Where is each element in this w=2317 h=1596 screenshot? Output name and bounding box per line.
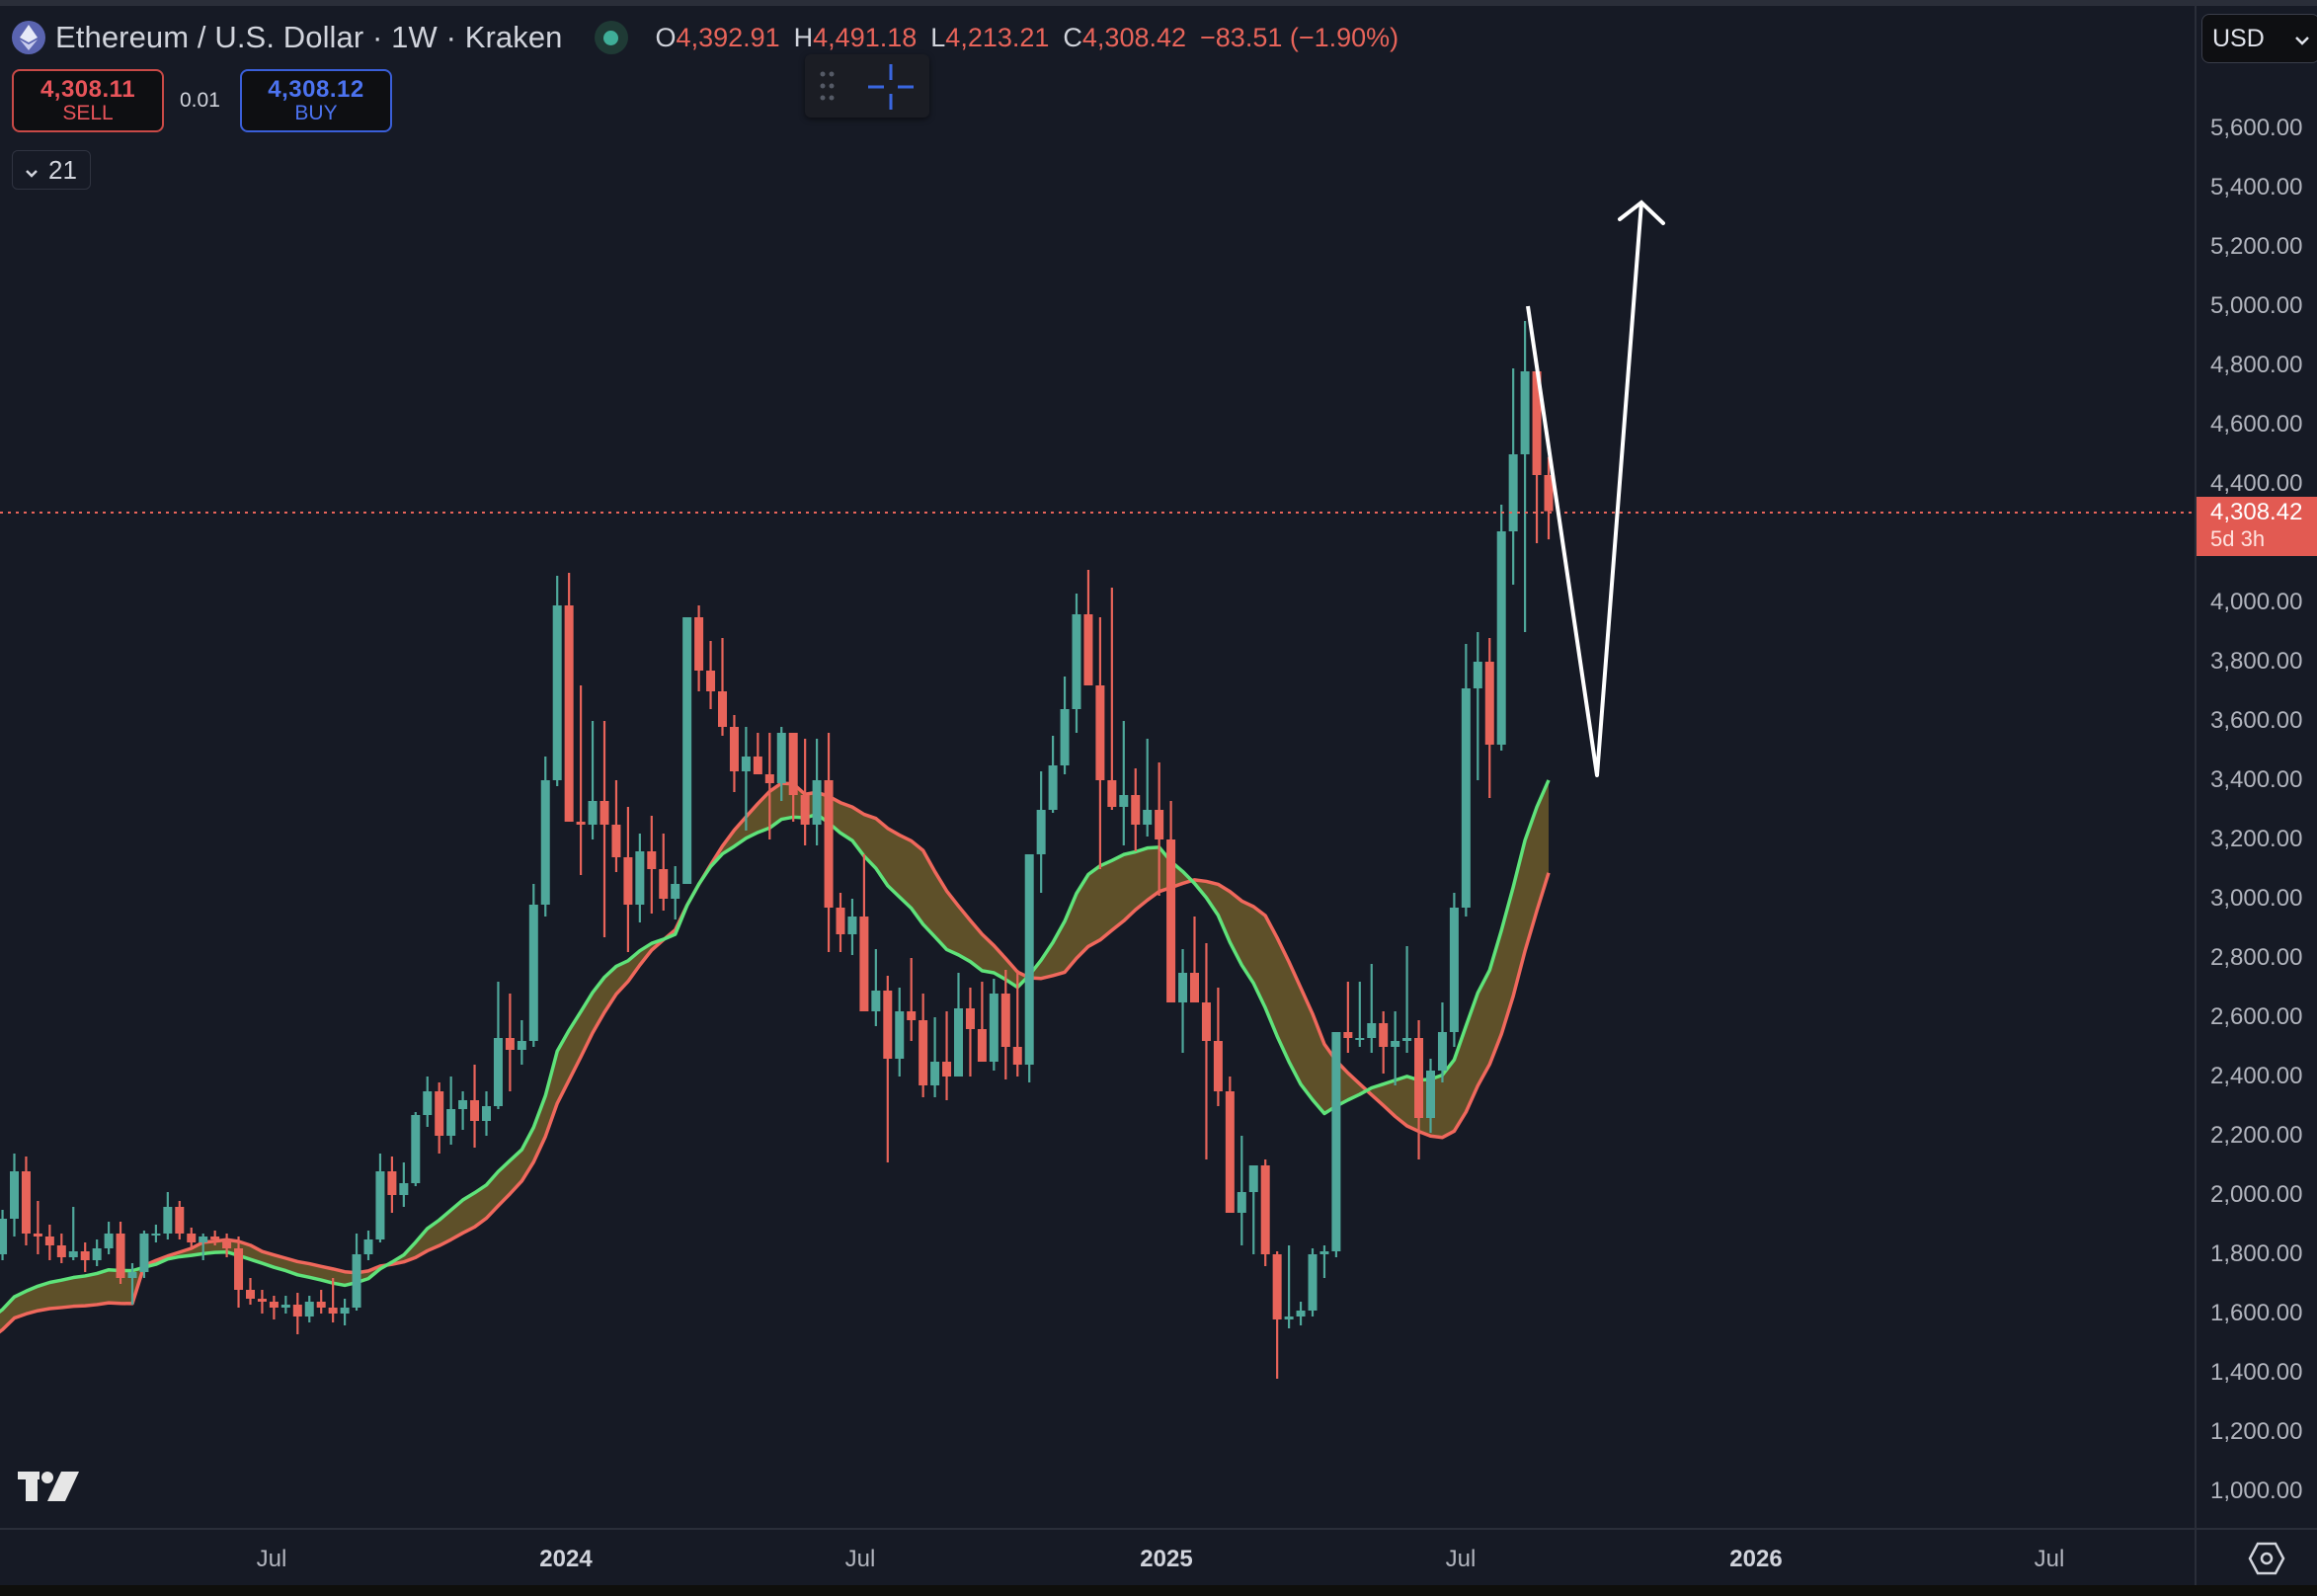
price-axis-label: 2,200.00	[2210, 1122, 2303, 1149]
close-label: C	[1063, 22, 1082, 52]
candlestick-chart[interactable]	[0, 0, 2195, 1528]
chevron-down-icon	[2294, 25, 2310, 53]
time-axis-label: 2025	[1140, 1546, 1193, 1572]
time-axis-label: 2024	[539, 1546, 593, 1572]
high-label: H	[793, 22, 814, 52]
axis-corner	[2195, 1528, 2317, 1585]
price-axis-label: 3,600.00	[2210, 707, 2303, 734]
low-label: L	[930, 22, 946, 52]
buy-button[interactable]: 4,308.12 BUY	[240, 69, 392, 132]
symbol-title[interactable]: Ethereum / U.S. Dollar · 1W · Kraken	[55, 20, 563, 54]
current-price-value: 4,308.42	[2210, 499, 2303, 525]
crosshair-icon[interactable]	[866, 62, 916, 117]
price-axis-label: 3,400.00	[2210, 766, 2303, 793]
ethereum-icon	[12, 21, 45, 54]
time-axis-label: Jul	[844, 1546, 876, 1572]
drawn-arrow[interactable]	[1526, 200, 1665, 777]
open-label: O	[655, 22, 677, 52]
price-axis-label: 5,600.00	[2210, 115, 2303, 141]
change-value: −83.51 (−1.90%)	[1200, 22, 1399, 52]
chart-header: Ethereum / U.S. Dollar · 1W · Kraken O4,…	[12, 18, 1398, 57]
ma-band	[0, 779, 1551, 1334]
price-axis[interactable]	[2195, 6, 2317, 1528]
price-axis-label: 2,400.00	[2210, 1063, 2303, 1089]
buy-price: 4,308.12	[268, 76, 364, 104]
candles	[0, 321, 1554, 1379]
high-value: 4,491.18	[813, 22, 918, 52]
open-value: 4,392.91	[676, 22, 780, 52]
time-axis-label: Jul	[256, 1546, 287, 1572]
price-axis-label: 1,400.00	[2210, 1359, 2303, 1386]
price-axis-label: 5,400.00	[2210, 174, 2303, 200]
indicator-legend-toggle[interactable]: 21	[12, 150, 91, 190]
low-value: 4,213.21	[945, 22, 1050, 52]
price-axis-label: 1,800.00	[2210, 1240, 2303, 1267]
bottom-border	[0, 1585, 2317, 1596]
current-price-label: 4,308.42 5d 3h	[2197, 497, 2317, 556]
sell-button[interactable]: 4,308.11 SELL	[12, 69, 164, 132]
price-axis-label: 4,000.00	[2210, 589, 2303, 615]
close-value: 4,308.42	[1081, 22, 1187, 52]
time-axis-label: 2026	[1729, 1546, 1783, 1572]
tradingview-logo[interactable]	[18, 1470, 81, 1508]
indicator-count: 21	[48, 154, 77, 185]
spread-value: 0.01	[180, 89, 220, 112]
chevron-down-icon	[25, 155, 39, 186]
currency-button[interactable]: USD	[2201, 14, 2317, 63]
currency-label: USD	[2212, 24, 2265, 52]
buy-label: BUY	[294, 101, 338, 124]
price-axis-label: 5,200.00	[2210, 233, 2303, 260]
time-axis-label: Jul	[2034, 1546, 2065, 1572]
price-axis-label: 1,200.00	[2210, 1418, 2303, 1445]
settings-icon[interactable]	[2248, 1542, 2285, 1580]
price-axis-label: 2,800.00	[2210, 944, 2303, 971]
price-axis-label: 1,600.00	[2210, 1300, 2303, 1326]
time-axis-label: Jul	[1445, 1546, 1477, 1572]
floating-drawing-toolbar[interactable]	[805, 54, 929, 118]
price-axis-label: 4,800.00	[2210, 352, 2303, 378]
sell-price: 4,308.11	[40, 76, 136, 104]
price-axis-label: 5,000.00	[2210, 292, 2303, 319]
price-axis-label: 2,000.00	[2210, 1181, 2303, 1208]
ohlc-values: O4,392.91 H4,491.18 L4,213.21 C4,308.42 …	[656, 23, 1399, 53]
price-axis-label: 3,800.00	[2210, 648, 2303, 675]
bar-countdown: 5d 3h	[2210, 526, 2266, 551]
price-axis-label: 4,400.00	[2210, 470, 2303, 497]
sell-label: SELL	[62, 101, 114, 124]
price-axis-label: 3,000.00	[2210, 885, 2303, 912]
price-axis-label: 1,000.00	[2210, 1477, 2303, 1504]
price-axis-label: 4,600.00	[2210, 411, 2303, 438]
price-axis-label: 3,200.00	[2210, 826, 2303, 852]
price-axis-label: 2,600.00	[2210, 1003, 2303, 1030]
drag-handle-icon[interactable]	[819, 70, 837, 107]
time-axis[interactable]	[0, 1528, 2195, 1585]
market-status-icon[interactable]	[594, 21, 628, 54]
top-border	[0, 0, 2317, 6]
